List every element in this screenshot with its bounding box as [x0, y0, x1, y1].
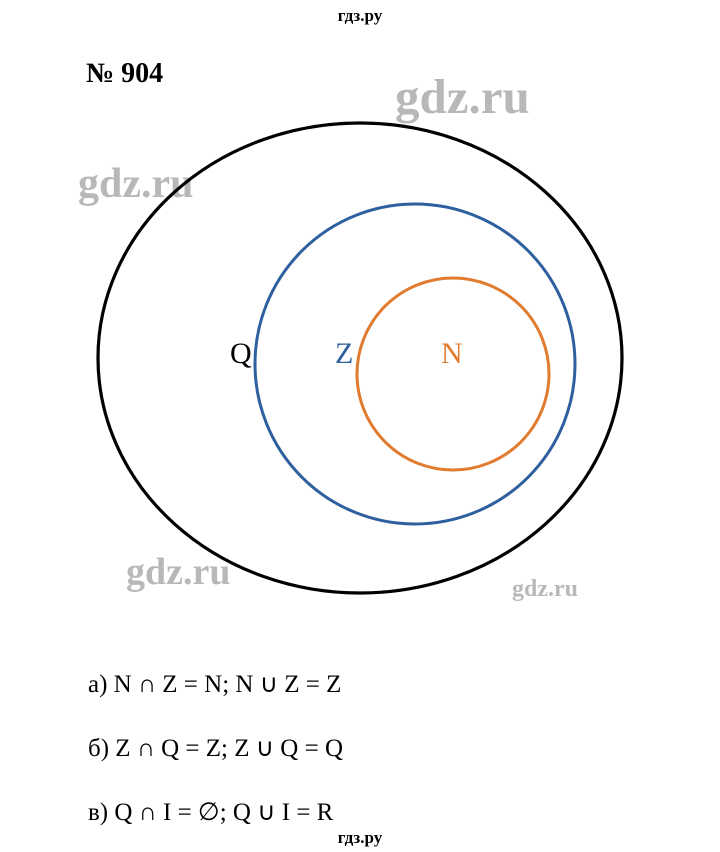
answer-line: б) Z ∩ Q = Z; Z ∪ Q = Q: [88, 724, 343, 774]
footer-watermark: гдз.ру: [0, 828, 720, 848]
svg-text:Q: Q: [230, 337, 252, 370]
answers-block: а) N ∩ Z = N; N ∪ Z = Z б) Z ∩ Q = Z; Z …: [88, 660, 343, 852]
answer-line: а) N ∩ Z = N; N ∪ Z = Z: [88, 660, 343, 710]
svg-text:N: N: [441, 337, 463, 370]
header-watermark: гдз.ру: [0, 6, 720, 26]
svg-text:Z: Z: [335, 337, 353, 370]
venn-diagram: QZN: [85, 108, 625, 598]
problem-number: № 904: [86, 58, 163, 90]
